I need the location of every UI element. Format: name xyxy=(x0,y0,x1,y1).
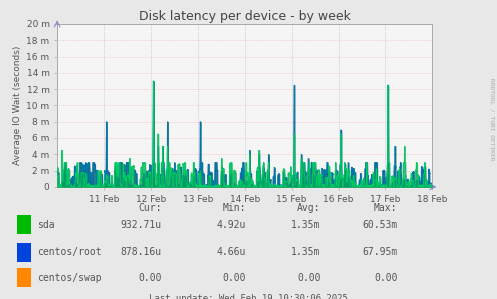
FancyBboxPatch shape xyxy=(17,215,31,234)
Text: 0.00: 0.00 xyxy=(297,273,321,283)
Title: Disk latency per device - by week: Disk latency per device - by week xyxy=(139,10,351,23)
Text: 878.16u: 878.16u xyxy=(120,247,162,257)
Text: Max:: Max: xyxy=(374,203,398,213)
Text: Last update: Wed Feb 19 10:30:06 2025: Last update: Wed Feb 19 10:30:06 2025 xyxy=(149,294,348,299)
Y-axis label: Average IO Wait (seconds): Average IO Wait (seconds) xyxy=(13,46,22,165)
FancyBboxPatch shape xyxy=(17,243,31,262)
Text: 0.00: 0.00 xyxy=(138,273,162,283)
Text: 4.66u: 4.66u xyxy=(217,247,246,257)
Text: 932.71u: 932.71u xyxy=(120,220,162,230)
Text: Avg:: Avg: xyxy=(297,203,321,213)
Text: Min:: Min: xyxy=(223,203,246,213)
Text: 4.92u: 4.92u xyxy=(217,220,246,230)
FancyBboxPatch shape xyxy=(17,268,31,287)
Text: sda: sda xyxy=(37,220,55,230)
Text: Cur:: Cur: xyxy=(138,203,162,213)
Text: 0.00: 0.00 xyxy=(374,273,398,283)
Text: RRDTOOL / TOBI OETIKER: RRDTOOL / TOBI OETIKER xyxy=(490,78,495,161)
Text: 1.35m: 1.35m xyxy=(291,220,321,230)
Text: centos/root: centos/root xyxy=(37,247,102,257)
Text: centos/swap: centos/swap xyxy=(37,273,102,283)
Text: 67.95m: 67.95m xyxy=(362,247,398,257)
Text: 0.00: 0.00 xyxy=(223,273,246,283)
Text: 1.35m: 1.35m xyxy=(291,247,321,257)
Text: 60.53m: 60.53m xyxy=(362,220,398,230)
